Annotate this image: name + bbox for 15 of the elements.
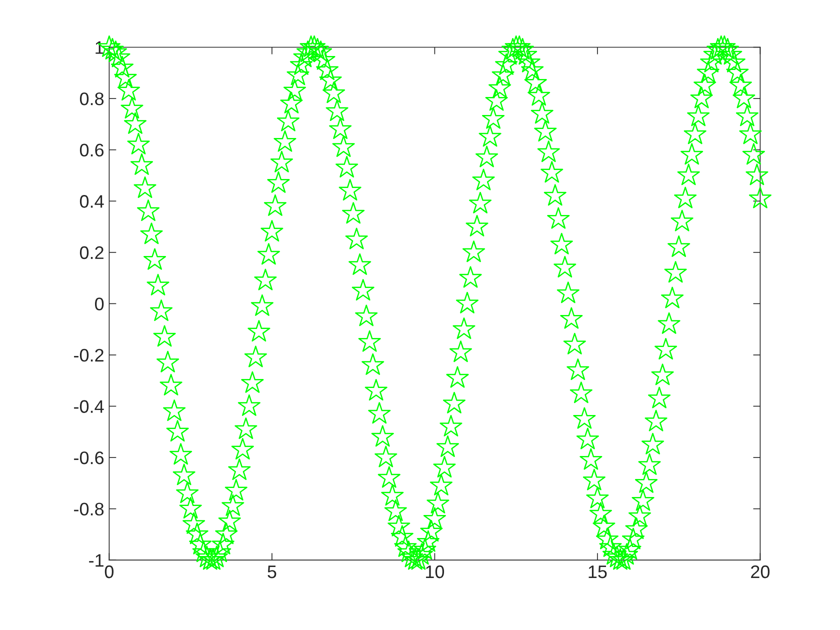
y-tick-label: -0.6 xyxy=(74,451,104,464)
y-tick-label: 0.2 xyxy=(80,246,104,260)
x-tick-label: 20 xyxy=(751,565,770,578)
x-tick-label: 0 xyxy=(104,565,114,578)
y-tick-label: 0.8 xyxy=(80,92,104,106)
x-tick-label: 10 xyxy=(426,565,444,578)
y-tick-label: 0 xyxy=(95,298,104,310)
y-tick-label: 0.4 xyxy=(80,195,104,208)
y-tick-label: -0.8 xyxy=(74,502,104,516)
y-tick-label: -1 xyxy=(89,554,104,567)
y-tick-label: 0.6 xyxy=(80,144,104,157)
y-tick-label: -0.2 xyxy=(74,348,104,362)
y-tick-label: -0.4 xyxy=(74,400,104,413)
x-tick-label: 15 xyxy=(588,566,607,578)
x-tick-label: 5 xyxy=(268,566,276,578)
